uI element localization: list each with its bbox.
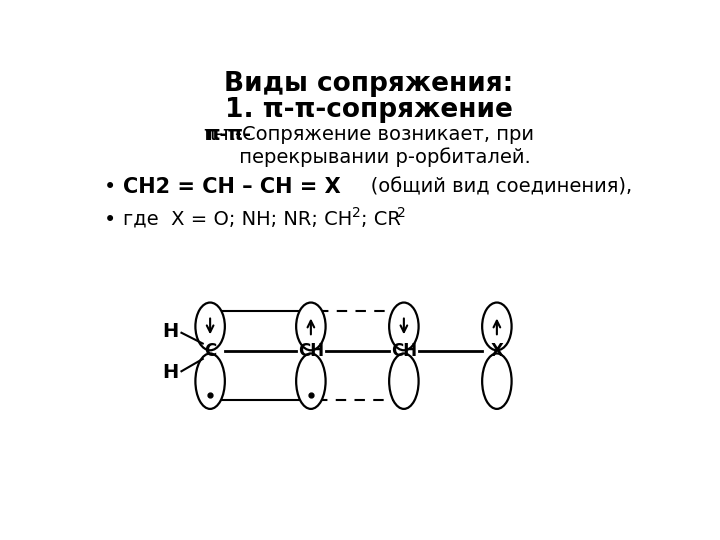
Ellipse shape [389,354,418,409]
Text: 2: 2 [397,206,406,220]
Text: C: C [204,342,216,360]
Ellipse shape [482,302,512,350]
Text: 2: 2 [352,206,361,220]
Text: •: • [104,177,116,197]
Text: ; CR: ; CR [361,210,401,228]
Text: π-π-: π-π- [204,125,251,144]
Text: H: H [162,322,179,341]
Ellipse shape [195,302,225,350]
Text: •: • [104,210,116,230]
Text: CH: CH [391,342,417,360]
Text: H: H [162,363,179,382]
Ellipse shape [389,302,418,350]
Ellipse shape [482,354,512,409]
Text: X: X [490,342,503,360]
Ellipse shape [296,354,325,409]
Text: π-π-Сопряжение возникает, при
     перекрывании р-орбиталей.: π-π-Сопряжение возникает, при перекрыван… [204,125,534,167]
Text: Виды сопряжения:: Виды сопряжения: [225,71,513,97]
Ellipse shape [195,354,225,409]
Text: CH: CH [298,342,324,360]
Text: (общий вид соединения),: (общий вид соединения), [352,177,632,196]
Ellipse shape [296,302,325,350]
Text: CH2 = CH – CH = X: CH2 = CH – CH = X [122,177,341,197]
Text: 1. π-π-сопряжение: 1. π-π-сопряжение [225,97,513,123]
Text: где  X = O; NH; NR; CH: где X = O; NH; NR; CH [122,210,352,228]
